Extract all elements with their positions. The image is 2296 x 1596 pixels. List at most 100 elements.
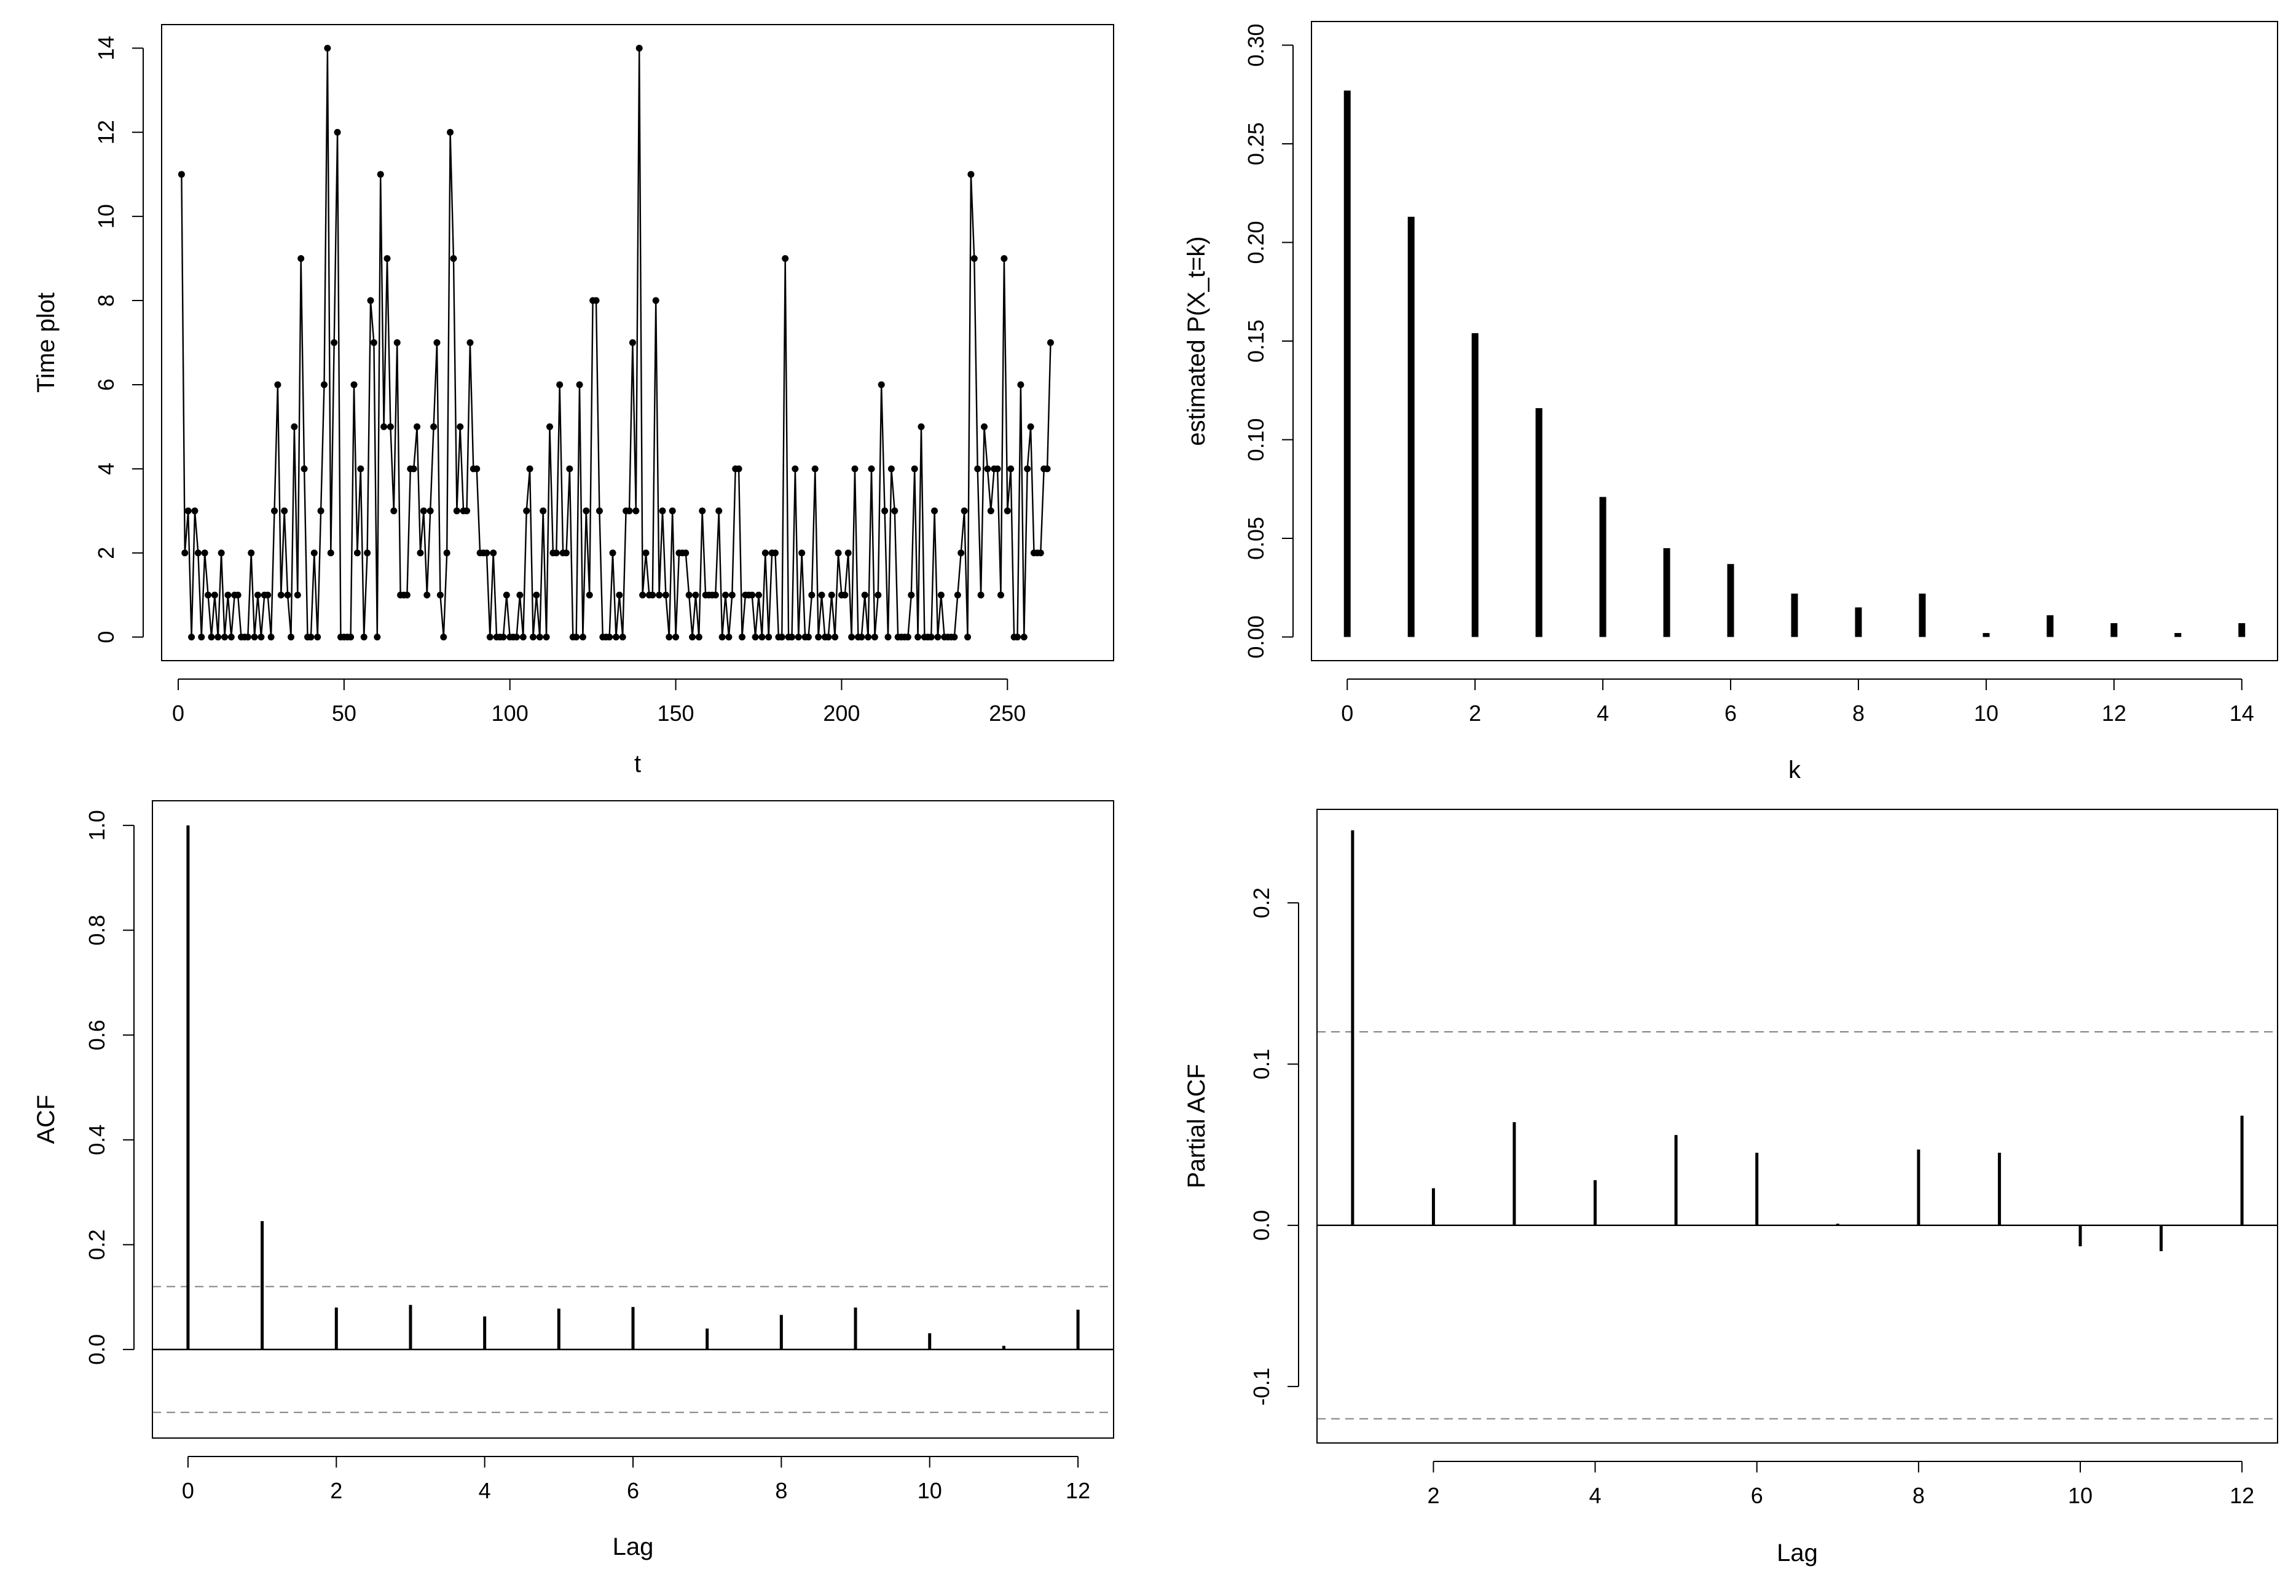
data-point bbox=[334, 128, 341, 136]
y-tick-label: 4 bbox=[93, 463, 119, 475]
data-point bbox=[320, 381, 328, 388]
data-point bbox=[695, 634, 702, 641]
data-point bbox=[825, 634, 832, 641]
data-point bbox=[666, 634, 673, 641]
data-point bbox=[1027, 423, 1034, 430]
data-point bbox=[301, 465, 308, 473]
data-point bbox=[284, 591, 291, 599]
data-point bbox=[970, 255, 978, 262]
data-point bbox=[526, 465, 533, 473]
y-axis-title: Partial ACF bbox=[1183, 1064, 1210, 1188]
data-point bbox=[871, 634, 878, 641]
y-tick-label: 0.6 bbox=[84, 1020, 109, 1050]
data-point bbox=[490, 549, 497, 557]
data-point bbox=[887, 465, 895, 473]
data-point bbox=[463, 507, 471, 514]
y-tick-label: 0.15 bbox=[1243, 320, 1268, 363]
data-point bbox=[1047, 339, 1054, 346]
data-point bbox=[844, 549, 852, 557]
data-point bbox=[546, 423, 553, 430]
data-point bbox=[529, 634, 537, 641]
x-tick-label: 250 bbox=[989, 701, 1026, 726]
data-point bbox=[1024, 465, 1031, 473]
data-point bbox=[808, 591, 816, 599]
data-point bbox=[297, 255, 305, 262]
x-tick-label: 8 bbox=[1913, 1483, 1925, 1508]
data-point bbox=[632, 507, 640, 514]
y-tick-label: 0.00 bbox=[1243, 615, 1268, 658]
data-point bbox=[954, 591, 961, 599]
data-point bbox=[629, 339, 636, 346]
data-point bbox=[443, 549, 450, 557]
x-tick-label: 100 bbox=[492, 701, 529, 726]
data-point bbox=[758, 634, 766, 641]
data-point bbox=[251, 634, 258, 641]
data-point bbox=[377, 171, 384, 178]
data-point bbox=[287, 634, 294, 641]
data-point bbox=[868, 465, 875, 473]
data-point bbox=[380, 423, 388, 430]
x-tick-label: 4 bbox=[1589, 1483, 1602, 1508]
data-point bbox=[927, 634, 935, 641]
data-point bbox=[828, 591, 835, 599]
data-point bbox=[994, 465, 1001, 473]
data-point bbox=[811, 465, 819, 473]
data-point bbox=[390, 507, 398, 514]
data-point bbox=[188, 634, 195, 641]
data-point bbox=[682, 549, 690, 557]
data-point bbox=[616, 591, 623, 599]
data-point bbox=[486, 634, 493, 641]
data-point bbox=[420, 507, 427, 514]
data-point bbox=[221, 634, 229, 641]
data-point bbox=[592, 297, 600, 304]
data-point bbox=[583, 507, 590, 514]
data-point bbox=[450, 255, 457, 262]
data-point bbox=[974, 465, 981, 473]
x-tick-label: 12 bbox=[2102, 701, 2126, 726]
x-tick-label: 50 bbox=[332, 701, 356, 726]
data-point bbox=[403, 591, 411, 599]
data-point bbox=[881, 507, 889, 514]
x-tick-label: 12 bbox=[2230, 1483, 2254, 1508]
data-point bbox=[353, 549, 361, 557]
data-point bbox=[436, 591, 444, 599]
data-point bbox=[715, 507, 723, 514]
plot-frame bbox=[1311, 21, 2278, 661]
data-point bbox=[914, 634, 922, 641]
data-point bbox=[211, 591, 218, 599]
data-point bbox=[576, 381, 583, 388]
data-point bbox=[1001, 255, 1008, 262]
panel-pmf: 0 2 4 6 8 10 12 14 0.00 0.05 0.10 0.15 0.20 0.25 0.30 k… bbox=[1183, 21, 2278, 784]
data-point bbox=[639, 591, 647, 599]
data-point bbox=[181, 549, 189, 557]
data-point bbox=[798, 549, 806, 557]
data-point bbox=[194, 549, 202, 557]
data-point bbox=[370, 339, 377, 346]
y-tick-label: 6 bbox=[93, 379, 119, 391]
data-point bbox=[267, 634, 275, 641]
data-point bbox=[851, 465, 859, 473]
data-point bbox=[201, 549, 208, 557]
data-point bbox=[891, 507, 898, 514]
data-point bbox=[841, 591, 849, 599]
data-point bbox=[198, 634, 205, 641]
data-point bbox=[961, 507, 968, 514]
data-point bbox=[393, 339, 401, 346]
data-point bbox=[208, 634, 215, 641]
data-point bbox=[609, 549, 616, 557]
plot-frame bbox=[161, 24, 1114, 661]
data-point bbox=[383, 255, 391, 262]
data-point bbox=[875, 591, 882, 599]
data-point bbox=[957, 549, 965, 557]
data-point bbox=[878, 381, 885, 388]
x-tick-label: 2 bbox=[1427, 1483, 1439, 1508]
data-point bbox=[937, 591, 945, 599]
data-point bbox=[317, 507, 324, 514]
data-point bbox=[513, 634, 521, 641]
y-tick-label: 1.0 bbox=[84, 810, 109, 841]
data-point bbox=[672, 634, 680, 641]
y-tick-label: 0.1 bbox=[1249, 1048, 1274, 1079]
x-axis-title: Lag bbox=[613, 1533, 654, 1560]
data-point bbox=[310, 549, 318, 557]
data-point bbox=[248, 549, 255, 557]
